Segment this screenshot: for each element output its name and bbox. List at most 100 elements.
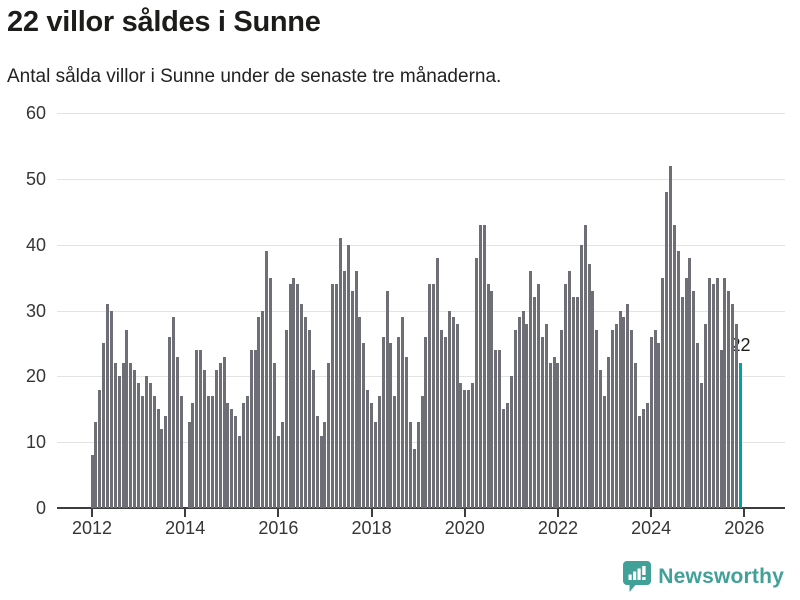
bar (187, 422, 191, 508)
bar (498, 350, 502, 508)
bar (731, 303, 735, 508)
bar (350, 290, 354, 508)
bar (408, 422, 412, 508)
bar (583, 224, 587, 508)
bar (665, 192, 669, 508)
bar (622, 317, 626, 508)
chart-subtitle: Antal sålda villor i Sunne under de sena… (7, 66, 502, 87)
bar (214, 369, 218, 508)
bar (226, 402, 230, 508)
newsworthy-wordmark: Newsworthy (658, 564, 784, 588)
bar (156, 409, 160, 508)
gridline (57, 178, 785, 180)
y-tick-label: 30 (25, 300, 46, 321)
bar (711, 284, 715, 508)
bar (696, 343, 700, 508)
bar (641, 409, 645, 508)
bar (672, 224, 676, 508)
bar (478, 224, 482, 508)
bar (206, 396, 210, 508)
bar (354, 271, 358, 508)
bar (537, 284, 541, 508)
bar (494, 350, 498, 508)
bar (618, 310, 622, 508)
bar (412, 448, 416, 508)
bar (544, 323, 548, 508)
bar (606, 356, 610, 508)
bar (420, 396, 424, 508)
x-axis-labels: 2012 2014 2016 2018 2020 2022 2024 2026 (57, 518, 785, 544)
bar (587, 264, 591, 508)
y-tick-label: 40 (25, 234, 46, 255)
bar (292, 277, 296, 508)
y-tick-label: 0 (35, 498, 46, 518)
bar (579, 244, 583, 508)
bar (195, 350, 199, 508)
bar (362, 343, 366, 508)
bar (436, 257, 440, 508)
bar (140, 396, 144, 508)
bar (327, 363, 331, 508)
bar (393, 396, 397, 508)
bar (626, 303, 630, 508)
bar (638, 415, 641, 508)
bar (203, 369, 207, 508)
y-tick-label: 50 (25, 168, 46, 189)
bar (385, 290, 389, 508)
bar (381, 336, 385, 508)
bar (630, 330, 634, 508)
bar (502, 409, 506, 508)
bar (571, 297, 575, 508)
x-tick-mark (556, 509, 559, 517)
bar (148, 382, 152, 508)
bar (599, 369, 603, 508)
x-tick-label: 2020 (444, 518, 485, 538)
bar (179, 396, 183, 508)
bar (323, 422, 327, 508)
bar (273, 363, 276, 508)
bar (164, 415, 168, 508)
bar (684, 277, 688, 508)
bar (474, 257, 478, 508)
bar (463, 389, 467, 508)
bar (715, 277, 719, 508)
bar (389, 343, 393, 508)
bar (253, 350, 257, 508)
bar (172, 317, 176, 508)
bar (447, 310, 451, 508)
bar (106, 303, 110, 508)
bar (238, 435, 242, 508)
bar (595, 330, 599, 508)
newsworthy-logo[interactable]: Newsworthy (623, 561, 784, 592)
bar (331, 284, 335, 508)
bar (319, 435, 323, 508)
x-tick-label: 2012 (71, 518, 113, 538)
bar (311, 369, 315, 508)
bar (168, 336, 172, 508)
bar (339, 238, 342, 508)
bar (657, 343, 661, 508)
bar (517, 317, 521, 508)
bar (191, 402, 195, 508)
bar (552, 356, 556, 508)
bar (90, 455, 94, 508)
bar (513, 330, 517, 508)
bar (307, 330, 311, 508)
x-tick-label: 2026 (724, 518, 765, 538)
bar (315, 415, 319, 508)
bar (564, 284, 568, 508)
bar (424, 336, 428, 508)
bar (160, 429, 164, 508)
bar (467, 389, 471, 508)
bar (222, 356, 226, 508)
highlighted-bar (738, 363, 742, 508)
gridline (57, 244, 785, 246)
bar (735, 323, 739, 508)
x-tick-label: 2016 (258, 518, 299, 538)
bar (451, 317, 455, 508)
bar (288, 284, 292, 508)
bar (661, 277, 665, 508)
gridline (57, 113, 785, 114)
bar (591, 290, 595, 508)
y-axis-labels: 0 10 20 30 40 50 60 (0, 103, 46, 518)
